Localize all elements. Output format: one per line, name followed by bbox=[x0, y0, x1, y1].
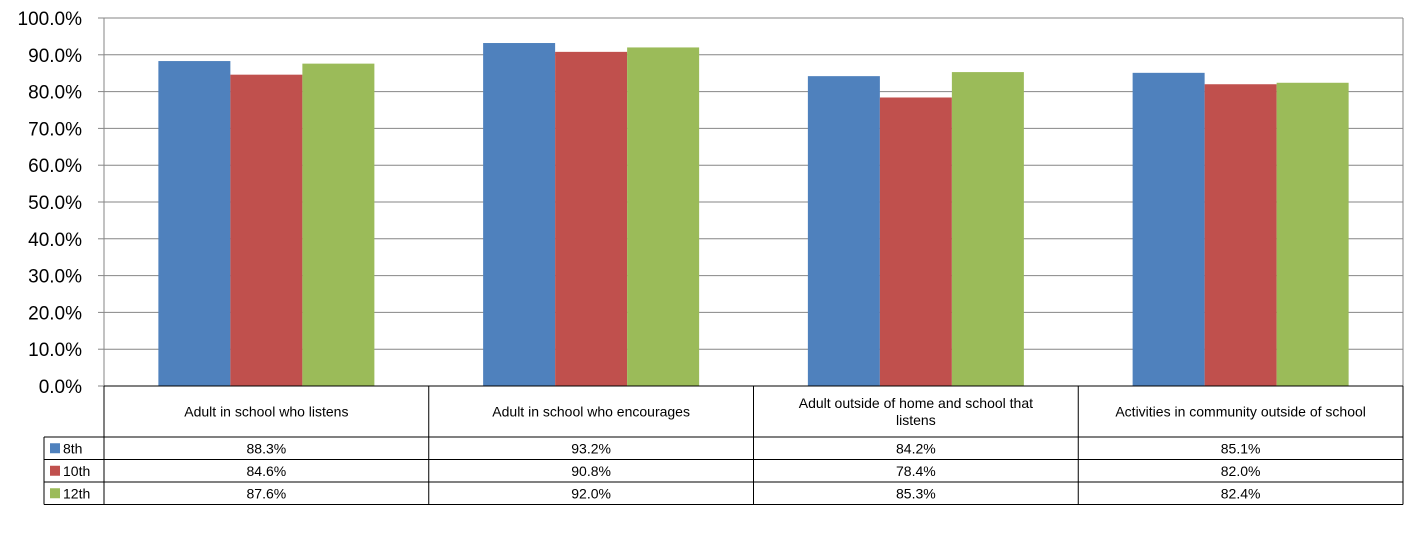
bar-10th-2 bbox=[555, 51, 628, 387]
bar-8th-4 bbox=[1132, 72, 1205, 386]
y-tick-label: 40.0% bbox=[28, 230, 82, 251]
y-tick-label: 60.0% bbox=[28, 156, 82, 177]
legend-key-10th bbox=[50, 465, 60, 476]
table-cell-value: 82.0% bbox=[1221, 463, 1261, 479]
y-tick-label: 70.0% bbox=[28, 119, 82, 140]
y-tick-label: 50.0% bbox=[28, 193, 82, 214]
table-cell-value: 88.3% bbox=[247, 440, 287, 456]
bar-10th-4 bbox=[1204, 84, 1277, 387]
series-name: 8th bbox=[63, 440, 82, 456]
table-cell-value: 82.4% bbox=[1221, 485, 1261, 501]
bar-12th-4 bbox=[1276, 82, 1349, 386]
bar-8th-3 bbox=[807, 76, 880, 387]
bar-10th-1 bbox=[230, 74, 303, 386]
y-tick-label: 100.0% bbox=[18, 9, 83, 30]
y-tick-label: 20.0% bbox=[28, 303, 82, 324]
bars bbox=[158, 43, 1349, 387]
table-cell-value: 84.2% bbox=[896, 440, 936, 456]
y-axis-ticks: 0.0% 10.0% 20.0% 30.0% 40.0% 50.0% 60.0% 70.0% 8… bbox=[18, 9, 83, 398]
table-cell-value: 92.0% bbox=[571, 485, 611, 501]
table-cell-value: 78.4% bbox=[896, 463, 936, 479]
y-tick-label: 80.0% bbox=[28, 83, 82, 104]
y-tick-label: 30.0% bbox=[28, 267, 82, 288]
table-cell-value: 90.8% bbox=[571, 463, 611, 479]
data-table: Adult in school who listens Adult in scho… bbox=[43, 385, 1404, 505]
y-tick-label: 0.0% bbox=[39, 377, 82, 398]
bar-12th-1 bbox=[302, 63, 375, 387]
y-tick-label: 10.0% bbox=[28, 340, 82, 361]
bar-8th-2 bbox=[483, 43, 556, 387]
y-tick-label: 90.0% bbox=[28, 46, 82, 67]
legend-key-12th bbox=[50, 488, 60, 499]
table-cell-value: 85.1% bbox=[1221, 440, 1261, 456]
category-label: Adult in school who encourages bbox=[492, 404, 690, 420]
bar-12th-2 bbox=[627, 47, 700, 386]
category-label: Adult outside of home and school that lis… bbox=[799, 395, 1033, 428]
series-name: 10th bbox=[63, 463, 90, 479]
legend-key-8th bbox=[50, 443, 60, 454]
category-label: Activities in community outside of schoo… bbox=[1115, 404, 1366, 420]
table-cell-value: 84.6% bbox=[247, 463, 287, 479]
category-label: Adult in school who listens bbox=[184, 404, 348, 420]
series-name: 12th bbox=[63, 485, 90, 501]
table-cell-value: 85.3% bbox=[896, 485, 936, 501]
table-cell-value: 87.6% bbox=[247, 485, 287, 501]
table-cell-value: 93.2% bbox=[571, 440, 611, 456]
bar-8th-1 bbox=[158, 61, 231, 386]
bar-12th-3 bbox=[951, 72, 1024, 386]
bar-10th-3 bbox=[879, 97, 952, 386]
